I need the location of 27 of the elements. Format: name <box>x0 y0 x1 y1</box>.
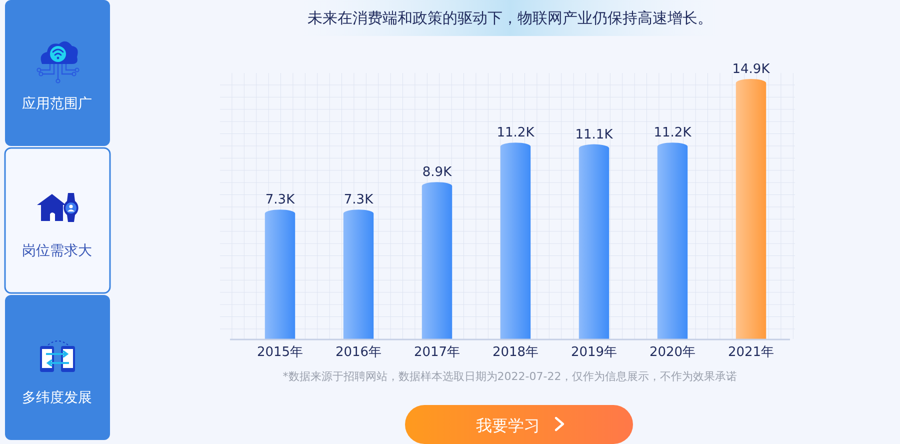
bar <box>736 79 766 339</box>
x-tick-label: 2020年 <box>649 345 696 360</box>
bar <box>422 182 452 339</box>
data-label: 8.9K <box>422 165 452 180</box>
chart-title: 未来在消费端和政策的驱动下，物联网产业仍保持高速增长。 <box>308 9 712 27</box>
x-tick-label: 2021年 <box>728 345 774 360</box>
data-label: 7.3K <box>265 192 296 208</box>
data-label: 11.1K <box>575 127 614 142</box>
text: 多纬度发展 <box>22 390 92 406</box>
text: 岗位需求大 <box>22 243 92 259</box>
x-tick-label: 2019年 <box>570 345 618 360</box>
x-tick-label: 2017年 <box>414 345 460 360</box>
x-tick-label: 2016年 <box>335 345 382 360</box>
bar <box>657 142 688 339</box>
bar <box>264 210 296 339</box>
data-label: 11.2K <box>496 126 535 141</box>
text: 应用范围广 <box>22 96 92 112</box>
bar <box>578 144 610 339</box>
text: *数据来源于招聘网站，数据样本选取日期为2022-07-22，仅作为信息展示，不作为效果承诺 <box>282 370 738 383</box>
bar <box>500 142 531 339</box>
x-tick-label: 2015年 <box>256 345 304 360</box>
bar <box>343 210 374 339</box>
data-label: 14.9K <box>732 62 770 77</box>
data-label: 7.3K <box>344 192 374 208</box>
data-label: 11.2K <box>654 126 692 141</box>
text: 我要学习 <box>476 416 540 435</box>
x-tick-label: 2018年 <box>492 345 539 360</box>
